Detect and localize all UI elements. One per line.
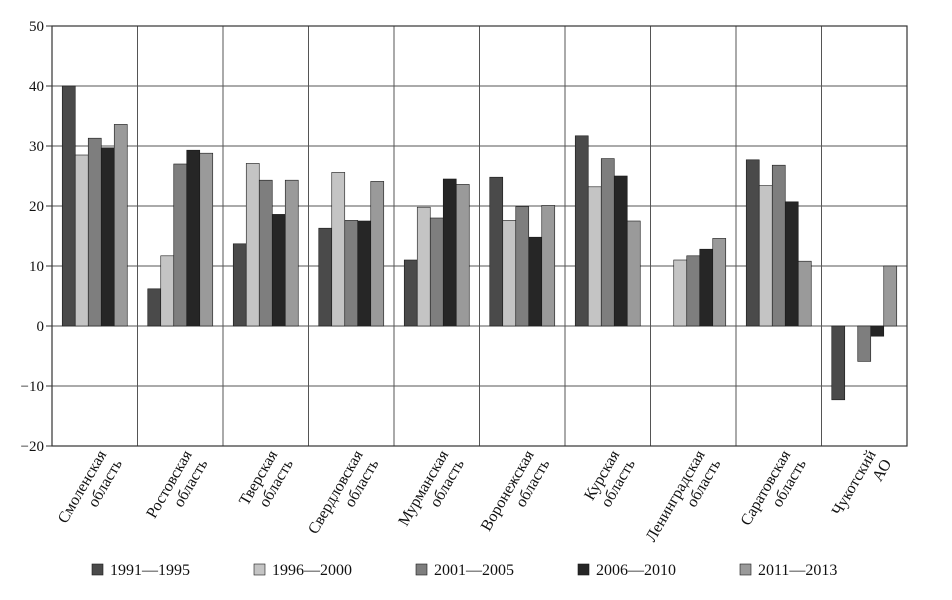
bar — [318, 227, 333, 327]
bar — [745, 159, 760, 327]
plot-border — [51, 25, 908, 447]
bar — [403, 259, 418, 327]
legend-swatch — [91, 563, 104, 576]
bar — [370, 181, 385, 327]
bar — [186, 149, 201, 327]
bar — [870, 325, 885, 337]
x-category-label: ЧукотскийАО — [829, 447, 896, 528]
x-category-label: Мурманскаяобласть — [395, 447, 468, 538]
y-tick-label: 0 — [37, 319, 45, 335]
bar — [541, 205, 556, 327]
bar — [429, 217, 444, 327]
legend-label: 2001—2005 — [434, 562, 514, 579]
bar — [600, 158, 615, 327]
bar — [784, 201, 799, 327]
bar — [883, 265, 898, 327]
x-category-label: Ростовскаяобласть — [143, 447, 211, 530]
bar — [515, 206, 530, 327]
legend-label: 2011—2013 — [758, 562, 837, 579]
bar — [574, 135, 589, 327]
bar — [416, 206, 431, 327]
bar — [147, 288, 162, 327]
plot-frame — [51, 25, 908, 447]
bar — [61, 85, 76, 327]
legend-label: 2006—2010 — [596, 562, 676, 579]
bar — [113, 124, 128, 327]
y-tick-label: 30 — [29, 139, 44, 155]
bar — [626, 220, 641, 327]
bar — [699, 248, 714, 327]
bar — [160, 255, 175, 327]
bars — [61, 85, 898, 401]
bar — [87, 137, 102, 327]
bar — [199, 152, 214, 327]
bar — [587, 186, 602, 327]
bar — [271, 214, 286, 327]
y-tick-label: 40 — [29, 79, 44, 95]
bar — [758, 185, 773, 327]
x-category-label: Смоленскаяобласть — [55, 447, 126, 535]
x-category-label: Свердловскаяобласть — [305, 447, 382, 546]
bar — [442, 178, 457, 327]
bar — [357, 220, 372, 327]
bar — [258, 179, 273, 327]
bar — [613, 175, 628, 327]
y-tick-label: −20 — [21, 439, 44, 455]
bar — [74, 154, 89, 327]
bar — [771, 164, 786, 327]
bar — [673, 259, 688, 327]
bar — [686, 255, 701, 327]
y-tick-label: 20 — [29, 199, 44, 215]
bar — [455, 184, 470, 327]
bar — [331, 172, 346, 327]
y-tick-label: 10 — [29, 259, 44, 275]
legend-label: 1991—1995 — [110, 562, 190, 579]
x-category-label: Ленинградскаяобласть — [643, 447, 725, 554]
bar — [284, 179, 299, 327]
y-axis-ticks: −20 −10 0 10 20 30 40 50 — [21, 19, 52, 455]
x-category-label-line: Чукотский — [829, 447, 880, 519]
bar — [502, 220, 517, 327]
bar — [344, 220, 359, 327]
bar — [489, 176, 504, 327]
x-axis-labels: Смоленскаяобласть Ростовскаяобласть Тверск… — [55, 447, 896, 554]
x-category-label: Тверскаяобласть — [236, 447, 297, 518]
bar — [173, 163, 188, 327]
x-category-label: Курскаяобласть — [581, 447, 639, 512]
legend-swatch — [253, 563, 266, 576]
bar — [857, 325, 872, 362]
y-tick-label: −10 — [21, 379, 44, 395]
bar — [232, 243, 247, 327]
bar — [712, 238, 727, 327]
legend-swatch — [739, 563, 752, 576]
bar — [245, 163, 260, 327]
legend-label: 1996—2000 — [272, 562, 352, 579]
legend-swatch — [415, 563, 428, 576]
x-category-label: Воронежскаяобласть — [478, 447, 554, 543]
y-tick-label: 50 — [29, 19, 44, 35]
legend: 1991—1995 1996—2000 2001—2005 2006—2010 2011… — [91, 562, 837, 579]
bar — [831, 325, 846, 401]
bar — [528, 236, 543, 327]
bar — [797, 260, 812, 327]
bar — [100, 147, 115, 327]
legend-swatch — [577, 563, 590, 576]
x-category-label: Саратовскаяобласть — [738, 447, 811, 538]
